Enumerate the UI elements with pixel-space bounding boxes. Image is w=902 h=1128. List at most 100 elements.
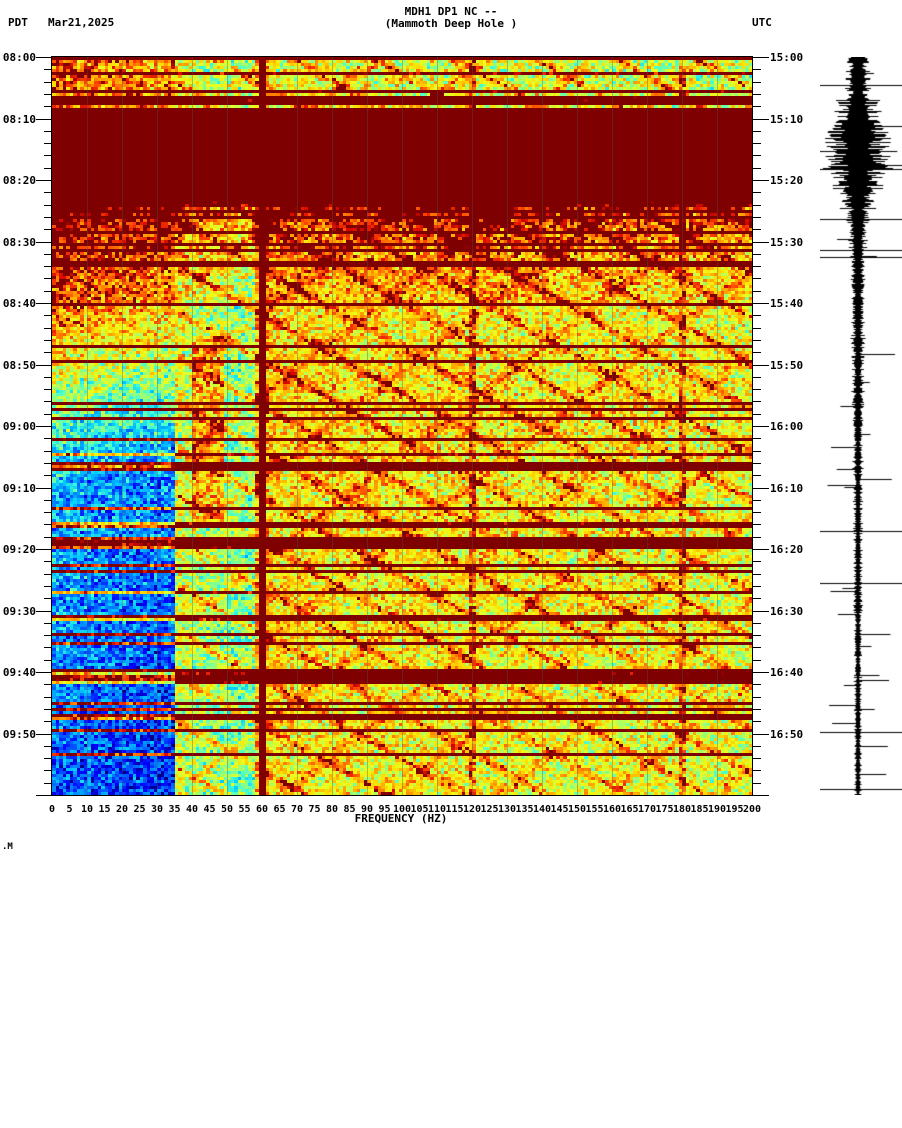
- x-tick: [0, 336, 1, 344]
- y-tick-right: [753, 770, 761, 771]
- y-label-left-0940: 09:40: [2, 666, 36, 679]
- y-tick-right: [753, 414, 761, 415]
- y-tick-left: [44, 709, 52, 710]
- y-tick-right: [753, 180, 769, 181]
- y-label-right-1650: 16:50: [770, 728, 804, 741]
- axis-right-line: [752, 57, 753, 796]
- y-tick-left: [44, 635, 52, 636]
- x-tick: [0, 784, 1, 792]
- x-label-110: 110: [427, 804, 447, 815]
- x-label-160: 160: [602, 804, 622, 815]
- x-tick: [0, 560, 1, 568]
- seismogram-trace-canvas[interactable]: [820, 57, 902, 795]
- y-tick-right: [753, 758, 761, 759]
- x-label-105: 105: [410, 804, 429, 815]
- y-tick-right: [753, 586, 761, 587]
- y-tick-right: [753, 660, 761, 661]
- x-label-195: 195: [725, 804, 744, 815]
- x-label-55: 55: [238, 804, 251, 815]
- y-tick-right: [753, 463, 761, 464]
- x-label-50: 50: [220, 804, 234, 815]
- y-tick-right: [753, 205, 761, 206]
- y-tick-right: [753, 795, 769, 796]
- y-tick-right: [753, 254, 761, 255]
- x-tick: [0, 84, 1, 92]
- x-tick: [0, 924, 1, 932]
- y-tick-left: [44, 500, 52, 501]
- y-tick-left: [36, 549, 52, 550]
- x-label-95: 95: [378, 804, 391, 815]
- y-tick-left: [44, 94, 52, 95]
- y-label-right-1550: 15:50: [770, 359, 804, 372]
- y-tick-right: [753, 217, 761, 218]
- y-tick-right: [753, 623, 761, 624]
- y-tick-left: [44, 143, 52, 144]
- y-tick-left: [36, 119, 52, 120]
- y-tick-right: [753, 266, 761, 267]
- spectrogram-plot[interactable]: [52, 57, 752, 795]
- y-tick-left: [44, 82, 52, 83]
- y-tick-left: [36, 672, 52, 673]
- x-label-80: 80: [325, 804, 339, 815]
- y-tick-left: [44, 315, 52, 316]
- x-label-90: 90: [360, 804, 374, 815]
- y-label-left-0930: 09:30: [2, 605, 36, 618]
- y-tick-right: [753, 352, 761, 353]
- x-label-35: 35: [168, 804, 181, 815]
- y-tick-right: [753, 328, 761, 329]
- y-tick-left: [44, 192, 52, 193]
- x-label-15: 15: [98, 804, 111, 815]
- y-tick-right: [753, 783, 761, 784]
- y-tick-left: [36, 242, 52, 243]
- y-tick-right: [753, 242, 769, 243]
- y-tick-left: [44, 401, 52, 402]
- plot-top-border: [51, 56, 753, 57]
- y-tick-left: [44, 217, 52, 218]
- x-label-75: 75: [308, 804, 321, 815]
- x-label-100: 100: [392, 804, 412, 815]
- y-label-right-1540: 15:40: [770, 297, 804, 310]
- x-tick: [0, 840, 1, 848]
- x-label-180: 180: [672, 804, 692, 815]
- x-label-60: 60: [255, 804, 269, 815]
- y-tick-right: [753, 500, 761, 501]
- y-tick-left: [44, 770, 52, 771]
- y-label-left-0920: 09:20: [2, 543, 36, 556]
- y-tick-left: [44, 266, 52, 267]
- seismogram-trace-panel[interactable]: [820, 57, 902, 795]
- y-tick-left: [44, 537, 52, 538]
- x-tick: [0, 280, 1, 288]
- y-tick-left: [44, 254, 52, 255]
- y-label-right-1500: 15:00: [770, 51, 804, 64]
- y-tick-left: [36, 57, 52, 58]
- x-label-115: 115: [445, 804, 464, 815]
- y-tick-left: [44, 598, 52, 599]
- x-label-140: 140: [532, 804, 552, 815]
- y-label-right-1530: 15:30: [770, 236, 804, 249]
- x-tick: [0, 252, 1, 260]
- y-label-left-0810: 08:10: [2, 113, 36, 126]
- y-tick-right: [753, 672, 769, 673]
- y-tick-right: [753, 291, 761, 292]
- y-tick-left: [44, 451, 52, 452]
- y-tick-left: [44, 106, 52, 107]
- y-tick-right: [753, 574, 761, 575]
- y-tick-right: [753, 82, 761, 83]
- y-tick-left: [44, 69, 52, 70]
- y-tick-right: [753, 598, 761, 599]
- y-tick-right: [753, 401, 761, 402]
- y-tick-right: [753, 340, 761, 341]
- y-tick-left: [44, 131, 52, 132]
- spectrogram-canvas[interactable]: [52, 57, 752, 795]
- x-tick: [0, 448, 1, 456]
- y-tick-left: [44, 660, 52, 661]
- y-tick-right: [753, 168, 761, 169]
- y-tick-left: [36, 303, 52, 304]
- x-label-145: 145: [550, 804, 569, 815]
- y-tick-left: [44, 389, 52, 390]
- y-tick-left: [44, 438, 52, 439]
- y-tick-left: [36, 426, 52, 427]
- x-label-40: 40: [185, 804, 199, 815]
- x-tick: [0, 644, 1, 652]
- y-tick-right: [753, 94, 761, 95]
